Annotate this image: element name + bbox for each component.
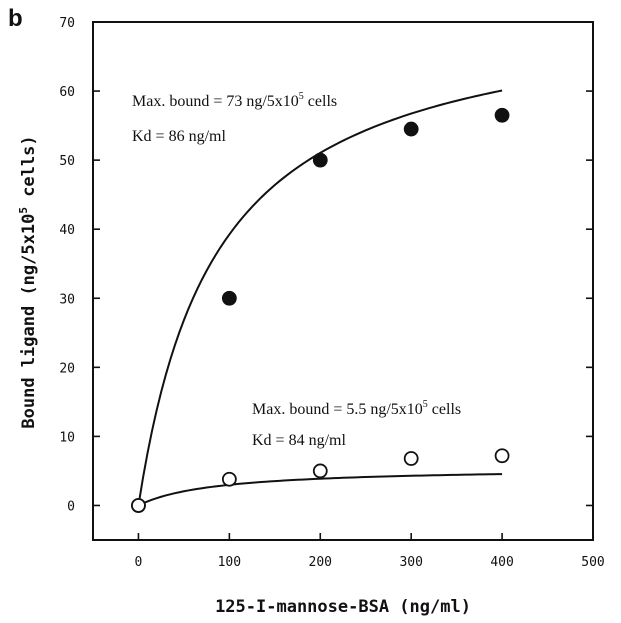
x-tick-label: 0 <box>135 555 143 570</box>
axis-ticks: 0 100 200 300 400 500 0 10 20 30 40 50 60 70 <box>59 16 604 570</box>
open-data-point <box>494 448 510 464</box>
open-data-point <box>403 451 419 466</box>
filled-data-point <box>403 121 419 137</box>
y-tick-label: 10 <box>59 430 75 445</box>
x-tick-label: 500 <box>581 555 604 570</box>
y-tick-label: 70 <box>59 16 75 31</box>
open-data-point <box>221 471 237 487</box>
open-data-point <box>312 463 328 479</box>
annotation-filled-line1: Max. bound = 73 ng/5x105 cells <box>132 91 337 110</box>
filled-data-point <box>221 290 237 306</box>
data-points <box>131 107 510 513</box>
annotation-open-line2: Kd = 84 ng/ml <box>252 432 346 449</box>
filled-data-point <box>494 107 510 123</box>
x-tick-label: 200 <box>309 555 332 570</box>
annotation-filled-line2: Kd = 86 ng/ml <box>132 128 226 145</box>
x-tick-label: 400 <box>490 555 513 570</box>
y-tick-label: 20 <box>59 361 75 376</box>
annotation-open-line1: Max. bound = 5.5 ng/5x105 cells <box>252 399 461 418</box>
filled-data-point <box>312 152 328 168</box>
fit-curve-series-1 <box>138 473 503 507</box>
x-tick-label: 100 <box>218 555 241 570</box>
y-tick-label: 0 <box>67 499 75 514</box>
panel-label: b <box>8 5 23 32</box>
y-tick-label: 30 <box>59 292 75 307</box>
y-tick-label: 40 <box>59 223 75 238</box>
open-data-point <box>131 498 146 513</box>
y-tick-label: 60 <box>59 85 75 100</box>
x-axis-title: 125-I-mannose-BSA (ng/ml) <box>215 597 471 617</box>
x-tick-label: 300 <box>399 555 422 570</box>
y-axis-title: Bound ligand (ng/5x105 cells) <box>17 135 39 428</box>
y-tick-label: 50 <box>59 154 75 169</box>
plot-frame <box>92 21 594 541</box>
